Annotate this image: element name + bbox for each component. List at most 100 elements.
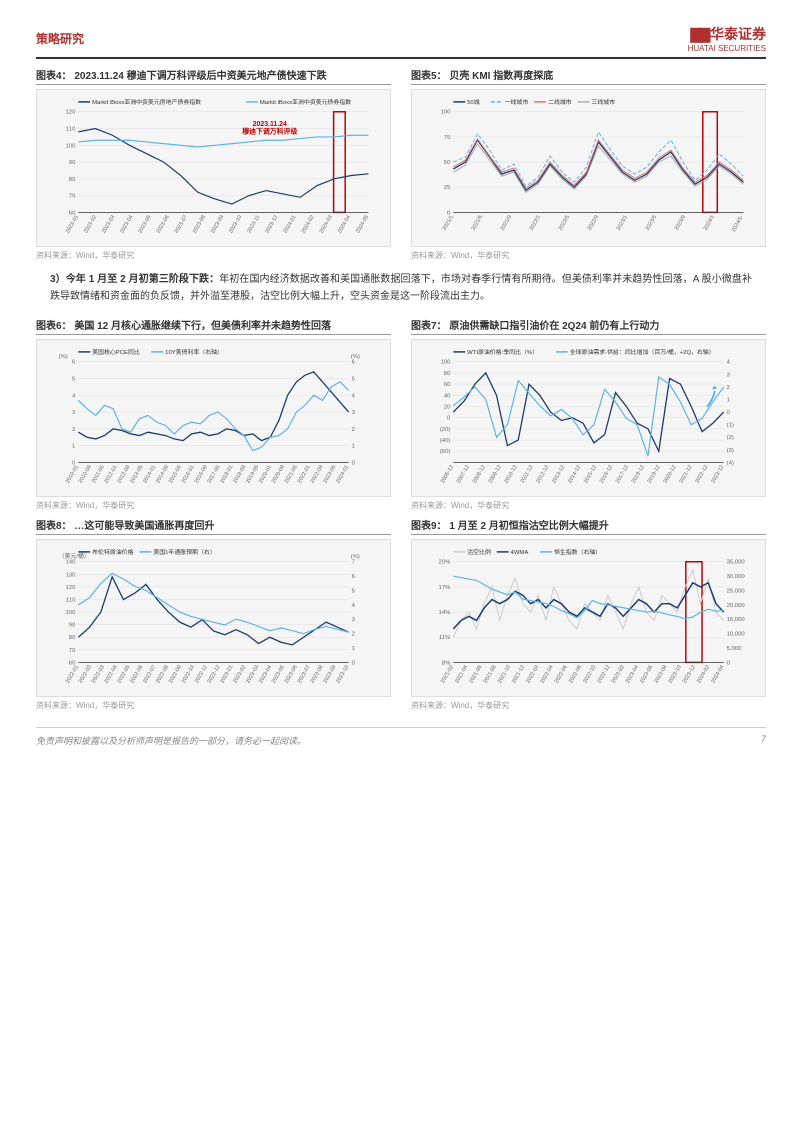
svg-text:2023-08: 2023-08 <box>192 214 207 234</box>
svg-text:11%: 11% <box>439 635 451 641</box>
chart-8-title: 图表8： …这可能导致美国通胀再度回升 <box>36 517 391 535</box>
svg-text:3: 3 <box>352 617 356 623</box>
chart-5-title: 图表5： 贝壳 KMI 指数再度探底 <box>411 67 766 85</box>
svg-text:2024-01: 2024-01 <box>335 464 350 484</box>
chart-9: 图表9： 1 月至 2 月初恒指沽空比例大幅提升 沽空比例4WMA恒生指数（右轴… <box>411 517 766 711</box>
chart-6-title: 图表6： 美国 12 月核心通胀继续下行，但美债利率并未趋势性回落 <box>36 317 391 335</box>
chart-5: 图表5： 贝壳 KMI 指数再度探底 50城一线城市二线城市三线城市025507… <box>411 67 766 261</box>
svg-text:1: 1 <box>72 444 75 450</box>
footer: 免责声明和披露以及分析师声明是报告的一部分，请务必一起阅读。 7 <box>36 727 766 747</box>
svg-text:(3): (3) <box>727 448 734 454</box>
svg-text:2022-06: 2022-06 <box>554 664 569 684</box>
svg-text:(%): (%) <box>351 554 360 560</box>
svg-text:0: 0 <box>727 410 731 416</box>
svg-text:2023-02: 2023-02 <box>83 214 98 234</box>
svg-text:Markit iBoxx亚洲中资美元房地产债券指数: Markit iBoxx亚洲中资美元房地产债券指数 <box>92 98 201 106</box>
svg-text:75: 75 <box>444 135 451 141</box>
svg-text:2021-06: 2021-06 <box>468 664 483 684</box>
svg-text:2021/9: 2021/9 <box>500 214 513 231</box>
svg-text:2007-12: 2007-12 <box>456 464 471 484</box>
svg-text:35,000: 35,000 <box>727 560 746 566</box>
chart-4: 图表4： 2023.11.24 穆迪下调万科评级后中资美元地产债快速下跌 Mar… <box>36 67 391 261</box>
svg-text:2020-12: 2020-12 <box>663 464 678 484</box>
svg-text:2024-04: 2024-04 <box>337 214 352 234</box>
svg-text:(60): (60) <box>440 449 451 455</box>
svg-text:10,000: 10,000 <box>727 632 746 638</box>
svg-text:2021-10: 2021-10 <box>497 664 512 684</box>
svg-text:20: 20 <box>444 404 451 410</box>
svg-text:80: 80 <box>69 177 76 183</box>
svg-text:(4): (4) <box>727 460 734 466</box>
svg-text:2006-12: 2006-12 <box>440 464 455 484</box>
svg-text:2015-12: 2015-12 <box>583 464 598 484</box>
svg-text:2022/5: 2022/5 <box>558 214 571 231</box>
svg-text:0: 0 <box>352 460 356 466</box>
svg-text:2022-10: 2022-10 <box>582 664 597 684</box>
svg-text:2023/1: 2023/1 <box>616 214 629 231</box>
svg-text:40: 40 <box>444 393 451 399</box>
paragraph-3: 3）今年 1 月至 2 月初第三阶段下跌：年初在国内经济数据改善和美国通胀数据回… <box>50 271 752 305</box>
svg-text:2023/9: 2023/9 <box>674 214 687 231</box>
svg-text:2016-12: 2016-12 <box>599 464 614 484</box>
svg-text:2023-03: 2023-03 <box>101 214 116 234</box>
svg-text:2023-02: 2023-02 <box>611 664 626 684</box>
svg-text:60: 60 <box>444 382 451 388</box>
svg-text:恒生指数（右轴）: 恒生指数（右轴） <box>554 548 601 556</box>
svg-text:Markit iBoxx亚洲中资美元债券指数: Markit iBoxx亚洲中资美元债券指数 <box>260 98 351 106</box>
svg-text:0: 0 <box>727 660 731 666</box>
svg-text:20%: 20% <box>439 560 452 566</box>
svg-text:穆迪下调万科评级: 穆迪下调万科评级 <box>242 127 297 136</box>
svg-text:110: 110 <box>66 127 76 133</box>
svg-text:6: 6 <box>352 360 356 366</box>
svg-text:2023-10: 2023-10 <box>335 664 350 684</box>
brand-logo: ▇▇ 华泰证券 HUATAI SECURITIES <box>688 24 766 53</box>
svg-text:(2): (2) <box>727 435 734 441</box>
svg-text:一线城市: 一线城市 <box>505 98 529 106</box>
chart-8: 图表8： …这可能导致美国通胀再度回升 布伦特原油价格美国1年通胀预期（右）60… <box>36 517 391 711</box>
svg-text:100: 100 <box>66 143 77 149</box>
svg-text:5: 5 <box>352 377 356 383</box>
svg-text:2023-10: 2023-10 <box>228 214 243 234</box>
svg-text:30,000: 30,000 <box>727 574 746 580</box>
svg-text:2019-12: 2019-12 <box>647 464 662 484</box>
svg-text:2023-04: 2023-04 <box>625 664 640 684</box>
svg-text:2008-12: 2008-12 <box>472 464 487 484</box>
svg-text:2023-05: 2023-05 <box>137 214 152 234</box>
svg-text:15,000: 15,000 <box>727 617 746 623</box>
svg-text:2023-06: 2023-06 <box>156 214 171 234</box>
svg-text:50城: 50城 <box>467 99 480 106</box>
svg-text:2023-11: 2023-11 <box>246 214 261 234</box>
svg-text:20,000: 20,000 <box>727 603 746 609</box>
svg-text:2023-09: 2023-09 <box>210 214 225 234</box>
svg-text:2022/1: 2022/1 <box>529 214 542 231</box>
svg-text:2024/5-: 2024/5- <box>731 214 745 233</box>
svg-text:2021-12: 2021-12 <box>511 664 526 684</box>
svg-text:2022-08: 2022-08 <box>568 664 583 684</box>
brand-squares: ▇▇ <box>691 26 710 42</box>
svg-text:2: 2 <box>72 427 75 433</box>
svg-text:140: 140 <box>66 560 77 566</box>
svg-text:5,000: 5,000 <box>727 646 742 652</box>
svg-text:5: 5 <box>352 588 356 594</box>
svg-text:6: 6 <box>352 574 356 580</box>
svg-text:17%: 17% <box>439 585 452 591</box>
svg-text:全球原油需求-供给：同比增加（百万/桶，+2Q，右轴）: 全球原油需求-供给：同比增加（百万/桶，+2Q，右轴） <box>570 348 715 356</box>
svg-text:2023-06: 2023-06 <box>639 664 654 684</box>
svg-text:5: 5 <box>72 377 76 383</box>
svg-text:2: 2 <box>352 427 355 433</box>
chart-5-source: 资料来源：Wind，华泰研究 <box>411 250 766 261</box>
svg-text:2024-02: 2024-02 <box>696 664 711 684</box>
svg-text:4: 4 <box>352 603 356 609</box>
svg-text:沽空比例: 沽空比例 <box>467 548 491 556</box>
svg-text:(1): (1) <box>727 423 734 429</box>
svg-text:4: 4 <box>727 360 731 366</box>
svg-text:2024-01: 2024-01 <box>283 214 298 234</box>
svg-text:2024-03: 2024-03 <box>319 214 334 234</box>
svg-text:4: 4 <box>72 393 76 399</box>
svg-text:2024-02: 2024-02 <box>301 214 316 234</box>
chart-6: 图表6： 美国 12 月核心通胀继续下行，但美债利率并未趋势性回落 美国核心PC… <box>36 317 391 511</box>
svg-text:100: 100 <box>441 360 452 366</box>
svg-text:90: 90 <box>69 160 76 166</box>
svg-text:14%: 14% <box>439 610 452 616</box>
svg-text:三线城市: 三线城市 <box>591 98 615 106</box>
